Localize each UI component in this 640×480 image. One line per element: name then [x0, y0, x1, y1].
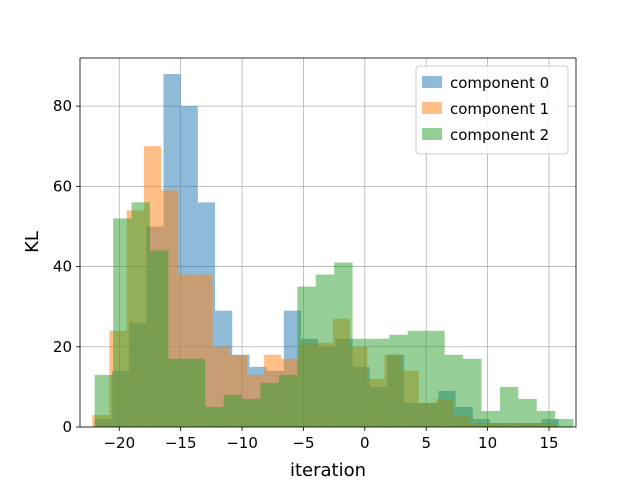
histogram-bar: [499, 386, 519, 427]
y-tick-label: 60: [53, 177, 72, 195]
legend: component 0 component 1 component 2: [415, 65, 569, 155]
histogram-bar: [444, 354, 464, 427]
histogram-bar: [407, 330, 427, 427]
histogram-bar: [426, 330, 445, 427]
histogram-bar: [278, 374, 298, 427]
legend-box: [415, 65, 569, 155]
histogram-bar: [518, 398, 537, 427]
plot-frame: [79, 57, 577, 428]
histogram-bar: [168, 358, 187, 427]
y-tick-label: 40: [53, 258, 72, 276]
histogram-bar: [315, 274, 335, 427]
x-tick-label: 10: [478, 434, 497, 452]
histogram-bars: [92, 74, 574, 427]
y-axis-label: KL: [22, 231, 43, 253]
series-2-bars: [94, 202, 574, 427]
histogram-bar: [352, 338, 371, 427]
legend-swatch: [422, 76, 442, 88]
x-tick-label: −15: [165, 434, 197, 452]
x-tick-label: 5: [421, 434, 431, 452]
y-tick-label: 80: [53, 97, 72, 115]
x-axis-label: iteration: [290, 460, 366, 480]
histogram-bar: [297, 286, 316, 427]
histogram-bar: [223, 394, 243, 427]
y-tick-label: 0: [62, 418, 72, 436]
histogram-bar: [370, 338, 390, 427]
y-tick-label: 20: [53, 338, 72, 356]
histogram-bar: [463, 358, 482, 427]
x-tick-label: 15: [539, 434, 558, 452]
legend-label: component 1: [450, 100, 549, 118]
axis-ticks: −20 −15 −10 −5 0 5 10 15 0 20 40 60 80: [53, 97, 559, 452]
histogram-bar: [242, 398, 261, 427]
histogram-bar: [389, 334, 408, 427]
histogram-bar: [131, 202, 150, 427]
legend-swatch: [422, 102, 442, 114]
histogram-bar: [94, 374, 114, 427]
x-tick-label: 0: [360, 434, 370, 452]
histogram-bar: [536, 410, 556, 427]
histogram-bar: [555, 418, 574, 427]
x-tick-label: −10: [226, 434, 258, 452]
histogram-bar: [205, 406, 224, 427]
legend-label: component 2: [450, 126, 549, 144]
legend-label: component 0: [450, 74, 549, 92]
x-tick-label: −20: [103, 434, 135, 452]
histogram-bar: [149, 250, 169, 427]
histogram-bar: [481, 410, 500, 427]
histogram-bar: [113, 218, 132, 427]
legend-swatch: [422, 128, 442, 140]
histogram-bar: [186, 358, 206, 427]
x-tick-label: −5: [292, 434, 314, 452]
histogram-bar: [334, 262, 353, 427]
histogram-bar: [260, 382, 279, 427]
